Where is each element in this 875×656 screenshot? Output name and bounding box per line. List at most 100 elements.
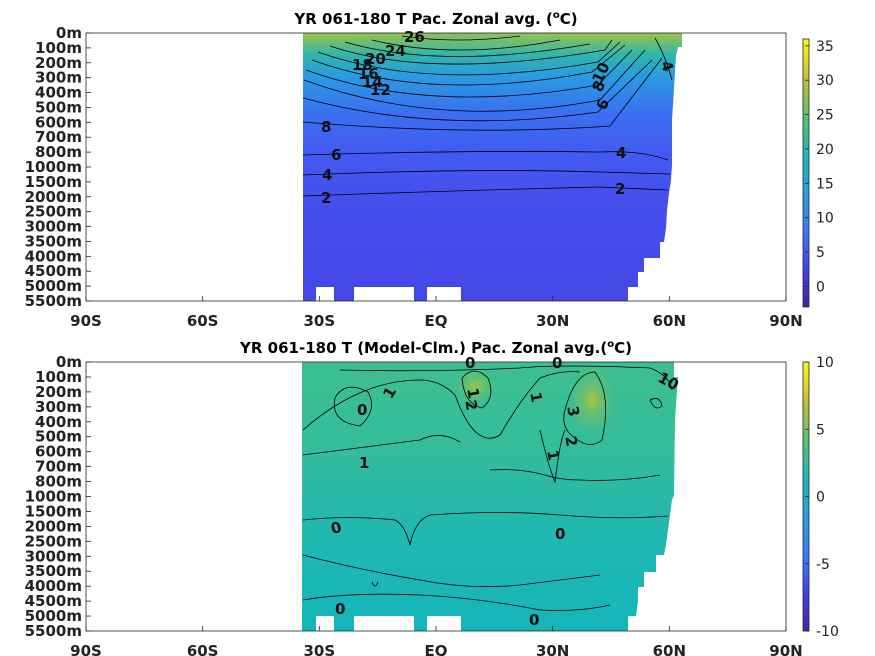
contour-label: 6 [331, 146, 341, 164]
colorbar-tick-label: 5 [816, 245, 825, 261]
y-tick-label: 4000m [25, 577, 82, 595]
x-tick-label: 90S [70, 312, 102, 330]
x-tick-label: 30S [303, 312, 335, 330]
y-tick-label: 3000m [25, 547, 82, 565]
warm-anomaly-north [567, 362, 617, 438]
colorbar-ticks-2: 10 5 0 -5 -10 [805, 355, 839, 640]
y-tick-label: 700m [35, 128, 82, 146]
y-tick-label: 1500m [25, 502, 82, 520]
colorbar-tick-label: -10 [816, 624, 839, 640]
y-tick-label: 100m [35, 39, 82, 57]
y-tick-label: 2000m [25, 517, 82, 535]
x-axis-labels-2: 90S 60S 30S EQ 30N 60N 90N [70, 642, 803, 656]
y-tick-label: 800m [35, 143, 82, 161]
y-tick-label: 3500m [25, 232, 82, 250]
contour-label: 4 [322, 166, 332, 184]
x-tick-label: 60S [187, 642, 219, 656]
x-tick-label: EQ [425, 312, 448, 330]
contour-label: 1 [463, 387, 483, 400]
colorbar-tick-label: 10 [816, 211, 834, 227]
contour-lines-2 [302, 365, 673, 611]
contour-label: 3 [563, 405, 583, 418]
panel-2: 0 0 1 0 1 1 2 3 2 1 1 0 0 0 0 10 YR 061-… [25, 339, 839, 656]
contour-label: 4 [616, 144, 626, 162]
contour-labels-1: 26 24 20 18 16 14 12 10 8 6 4 8 6 4 2 2 … [321, 28, 677, 207]
y-tick-label: 4500m [25, 262, 82, 280]
chart-title-1: YR 061-180 T Pac. Zonal avg. (oC) [293, 10, 577, 28]
contour-label: 1 [359, 454, 369, 472]
colorbar-tick-label: 35 [816, 39, 834, 55]
y-tick-label: 3500m [25, 562, 82, 580]
y-tick-label: 800m [35, 473, 82, 491]
seafloor-gap [427, 616, 461, 631]
y-axis-labels-1: 0m100m200m300m400m500m600m700m800m1000m1… [25, 24, 82, 310]
y-tick-label: 1000m [25, 488, 82, 506]
warm-pool-1 [280, 33, 630, 98]
contour-label: 16 [358, 65, 379, 83]
colorbar-tick-label: 10 [816, 355, 834, 371]
contour-label: 0 [465, 354, 475, 372]
y-tick-label: 1000m [25, 158, 82, 176]
colorbar-tick-label: 15 [816, 176, 834, 192]
y-tick-label: 5500m [25, 622, 82, 640]
contour-label: 1 [526, 391, 546, 404]
y-tick-label: 300m [35, 69, 82, 87]
y-tick-label: 4000m [25, 247, 82, 265]
x-tick-label: 60S [187, 312, 219, 330]
y-tick-label: 500m [35, 428, 82, 446]
contour-label: 2 [461, 399, 481, 412]
panel-1: 26 24 20 18 16 14 12 10 8 6 4 8 6 4 2 2 … [25, 10, 834, 330]
colorbar-tick-label: 0 [816, 279, 825, 295]
contour-label: 24 [385, 42, 406, 60]
x-tick-label: 90N [769, 642, 802, 656]
colorbar-tick-label: 0 [816, 490, 825, 506]
colorbar-gradient-1 [802, 38, 810, 308]
y-tick-label: 200m [35, 54, 82, 72]
contour-label: 2 [561, 435, 581, 448]
x-tick-label: 90S [70, 642, 102, 656]
contour-label: 20 [365, 50, 386, 68]
y-tick-label: 400m [35, 413, 82, 431]
y-tick-label: 0m [56, 24, 82, 42]
y-tick-label: 4500m [25, 592, 82, 610]
x-tick-label: 60N [653, 642, 686, 656]
colorbar-2: 10 5 0 -5 -10 [802, 355, 839, 640]
y-tick-label: 3000m [25, 218, 82, 236]
ocean-field-1 [303, 33, 682, 301]
y-tick-label: 5000m [25, 277, 82, 295]
x-tick-label: 30N [536, 642, 569, 656]
contour-lines-1 [302, 35, 673, 197]
contour-label: 0 [329, 518, 344, 538]
x-tick-label: EQ [425, 642, 448, 656]
contour-label: 12 [370, 81, 391, 99]
seafloor-gap [354, 616, 414, 631]
contour-label: 0 [357, 401, 367, 419]
seafloor-gap [316, 287, 334, 301]
contour-label: 0 [529, 611, 539, 629]
x-tick-label: 30S [303, 642, 335, 656]
heatmap-field-1 [280, 33, 682, 301]
colorbar-1: 35 30 25 20 15 10 5 0 [802, 38, 834, 308]
y-tick-label: 400m [35, 84, 82, 102]
colorbar-tick-label: -5 [816, 557, 830, 573]
contour-label: 14 [362, 73, 383, 91]
colorbar-tick-label: 5 [816, 422, 825, 438]
y-tick-label: 5500m [25, 292, 82, 310]
heatmap-field-2 [302, 362, 678, 631]
y-tick-label: 600m [35, 113, 82, 131]
y-tick-label: 2000m [25, 188, 82, 206]
contour-label: 0 [552, 354, 562, 372]
y-tick-label: 5000m [25, 607, 82, 625]
x-axis-labels-1: 90S 60S 30S EQ 30N 60N 90N [70, 312, 803, 330]
contour-label: 26 [404, 28, 425, 46]
seafloor-gap [427, 287, 461, 301]
contour-label: 8 [321, 118, 331, 136]
y-tick-label: 0m [56, 353, 82, 371]
y-tick-label: 2500m [25, 203, 82, 221]
contour-label: 18 [352, 56, 373, 74]
y-tick-label: 200m [35, 383, 82, 401]
seafloor-gap [354, 287, 414, 301]
y-tick-label: 500m [35, 98, 82, 116]
contour-label: 0 [335, 600, 345, 618]
